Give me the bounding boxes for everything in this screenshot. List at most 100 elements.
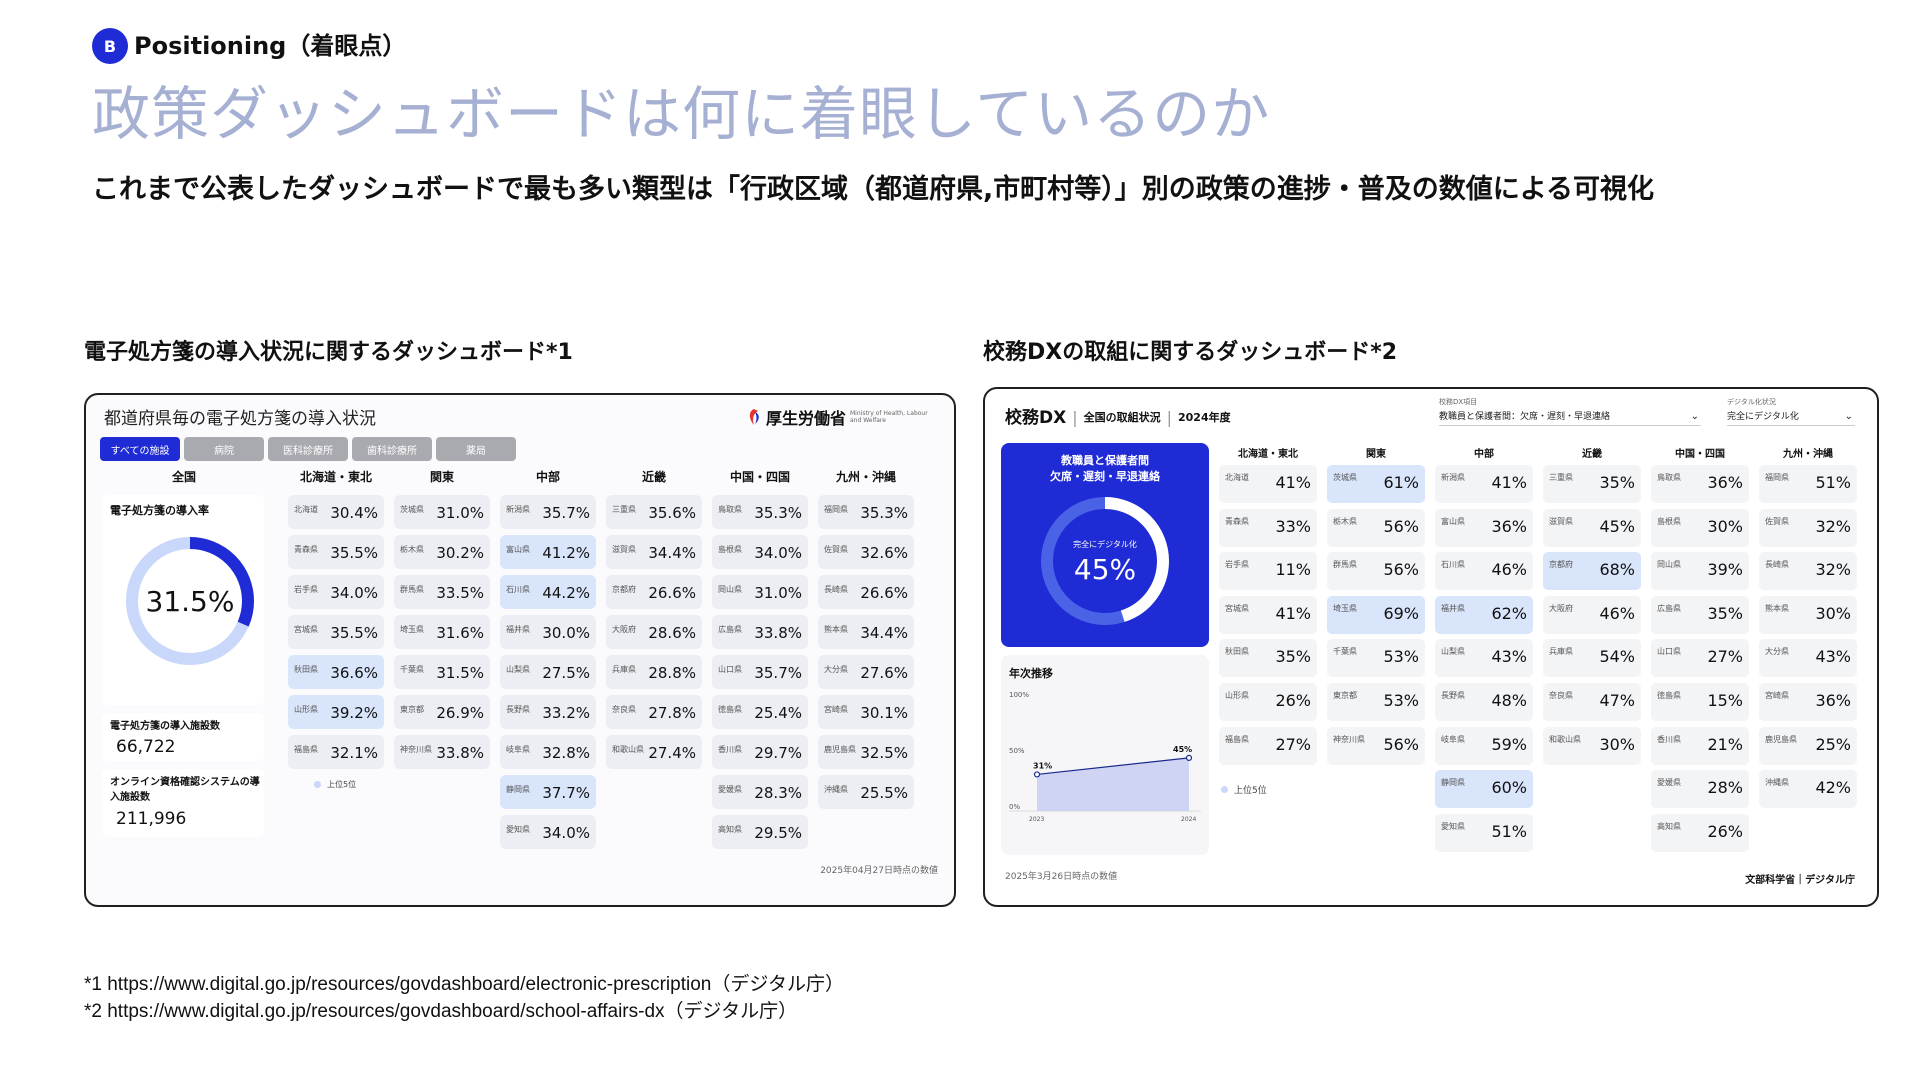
prefecture-name: 東京都 (400, 705, 424, 714)
prefecture-cell: 山梨県 27.5% (500, 655, 596, 689)
prefecture-name: 京都府 (1549, 560, 1573, 570)
top5-legend: 上位5位 (1221, 783, 1267, 796)
region-header: 近畿 (1582, 449, 1602, 460)
prefecture-name: 福島県 (1225, 734, 1249, 744)
legend-label: 上位5位 (327, 780, 357, 789)
donut-value: 45% (1073, 553, 1137, 586)
prefecture-cell: 青森県 35.5% (288, 535, 384, 569)
prefecture-value: 42% (1815, 778, 1851, 798)
prefecture-cell: 岡山県 39% (1651, 552, 1749, 591)
prefecture-name: 大分県 (824, 665, 848, 674)
page-subtitle: これまで公表したダッシュボードで最も多い類型は「行政区域（都道府県,市町村等）」… (92, 174, 1654, 205)
prefecture-cell: 神奈川県 33.8% (394, 735, 490, 769)
prefecture-value: 35.7% (542, 504, 590, 522)
x-tick-label: 2024 (1181, 816, 1196, 823)
donut-label: 完全にデジタル化 (1073, 540, 1137, 549)
prefecture-cell: 長野県 33.2% (500, 695, 596, 729)
prefecture-name: 福岡県 (1765, 473, 1789, 482)
dx-item-select-value: 教職員と保護者間：欠席・遅刻・早退連絡 (1439, 412, 1611, 422)
rate-donut (126, 537, 254, 665)
prefecture-name: 山口県 (1657, 647, 1681, 657)
prefecture-value: 33.5% (436, 584, 484, 602)
prefecture-value: 27.4% (648, 744, 696, 762)
prefecture-value: 33% (1275, 516, 1311, 536)
tab-3[interactable]: 歯科診療所 (352, 437, 432, 461)
prefecture-name: 京都府 (612, 585, 636, 594)
prefecture-cell: 岡山県 31.0% (712, 575, 808, 609)
prefecture-cell: 静岡県 37.7% (500, 775, 596, 809)
prefecture-name: 岡山県 (1657, 560, 1681, 570)
prefecture-name: 香川県 (1657, 734, 1681, 744)
date-note: 2025年3月26日時点の数値 (1005, 872, 1118, 882)
prefecture-cell: 鳥取県 36% (1651, 465, 1749, 503)
digital-status-select-value: 完全にデジタル化 (1727, 412, 1799, 422)
date-note: 2025年04月27日時点の数値 (820, 866, 938, 876)
prefecture-cell: 和歌山県 30% (1543, 726, 1641, 765)
prefecture-cell: 愛知県 51% (1435, 813, 1533, 852)
section-label: Positioning（着眼点） (134, 32, 407, 60)
prefecture-cell: 東京都 26.9% (394, 695, 490, 729)
prefecture-name: 鳥取県 (1657, 473, 1681, 482)
prefecture-cell: 長崎県 26.6% (818, 575, 914, 609)
prefecture-cell: 青森県 33% (1219, 508, 1317, 547)
prefecture-value: 35.5% (330, 624, 378, 642)
summary-card: 教職員と保護者間 欠席・遅刻・早退連絡 完全にデジタル化 45% (1001, 443, 1209, 647)
legend-dot-icon (314, 781, 321, 788)
prefecture-name: 愛媛県 (1657, 778, 1681, 788)
prefecture-cell: 広島県 33.8% (712, 615, 808, 649)
tab-0[interactable]: すべての施設 (100, 437, 180, 461)
prefecture-value: 29.7% (754, 744, 802, 762)
prefecture-cell: 愛知県 34.0% (500, 815, 596, 849)
prefecture-cell: 石川県 44.2% (500, 575, 596, 609)
prefecture-name: 奈良県 (612, 705, 636, 714)
prefecture-value: 28.8% (648, 664, 696, 682)
prefecture-cell: 大阪府 46% (1543, 595, 1641, 634)
prefecture-value: 32.5% (860, 744, 908, 762)
prefecture-cell: 埼玉県 69% (1327, 595, 1425, 634)
legend-label: 上位5位 (1234, 786, 1267, 796)
title-sub: 全国の取組状況 (1083, 411, 1161, 424)
prefecture-value: 25% (1815, 734, 1851, 754)
tab-2[interactable]: 医科診療所 (268, 437, 348, 461)
region-header: 北海道・東北 (299, 470, 372, 484)
prefecture-value: 35.3% (860, 504, 908, 522)
tab-4[interactable]: 薬局 (436, 437, 516, 461)
prefecture-value: 46% (1599, 603, 1635, 623)
prefecture-value: 41% (1275, 473, 1311, 492)
prefecture-value: 53% (1383, 691, 1419, 710)
trend-point (1185, 754, 1193, 762)
prefecture-name: 茨城県 (400, 505, 424, 514)
prefecture-name: 富山県 (1441, 516, 1465, 526)
trend-point (1033, 771, 1041, 778)
prefecture-value: 60% (1491, 778, 1527, 798)
prefecture-value: 31.0% (436, 504, 484, 522)
prefecture-value: 35.3% (754, 504, 802, 522)
prefecture-cell: 広島県 35% (1651, 595, 1749, 634)
prefecture-cell: 北海道 30.4% (288, 495, 384, 529)
prefecture-value: 35.5% (330, 544, 378, 562)
prefecture-value: 48% (1491, 691, 1527, 710)
prefecture-cell: 富山県 36% (1435, 508, 1533, 547)
prefecture-name: 宮城県 (1225, 603, 1249, 613)
prefecture-name: 岐阜県 (506, 745, 530, 754)
prefecture-cell: 奈良県 47% (1543, 683, 1641, 721)
page-title: 政策ダッシュボードは何に着眼しているのか (92, 80, 1271, 148)
prefecture-cell: 福井県 62% (1435, 595, 1533, 634)
prefecture-name: 山口県 (718, 665, 742, 674)
rate-card: 電子処方箋の導入率 31.5% (102, 495, 264, 705)
prefecture-cell: 茨城県 61% (1327, 465, 1425, 503)
dx-item-select[interactable]: 教職員と保護者間：欠席・遅刻・早退連絡 ⌄ (1439, 409, 1701, 426)
prefecture-name: 沖縄県 (1765, 778, 1789, 788)
title-separator-2: | (1166, 408, 1172, 427)
prefecture-name: 茨城県 (1333, 473, 1357, 482)
prefecture-value: 35.7% (754, 664, 802, 682)
prefecture-cell: 沖縄県 25.5% (818, 775, 914, 809)
prefecture-name: 大阪府 (1549, 603, 1573, 613)
prefecture-value: 39.2% (330, 704, 378, 722)
prefecture-cell: 愛媛県 28.3% (712, 775, 808, 809)
prefecture-name: 兵庫県 (612, 665, 636, 674)
prefecture-name: 神奈川県 (1333, 734, 1365, 744)
tab-1[interactable]: 病院 (184, 437, 264, 461)
digital-status-select[interactable]: 完全にデジタル化 ⌄ (1727, 409, 1855, 426)
chevron-down-icon: ⌄ (1844, 411, 1853, 422)
